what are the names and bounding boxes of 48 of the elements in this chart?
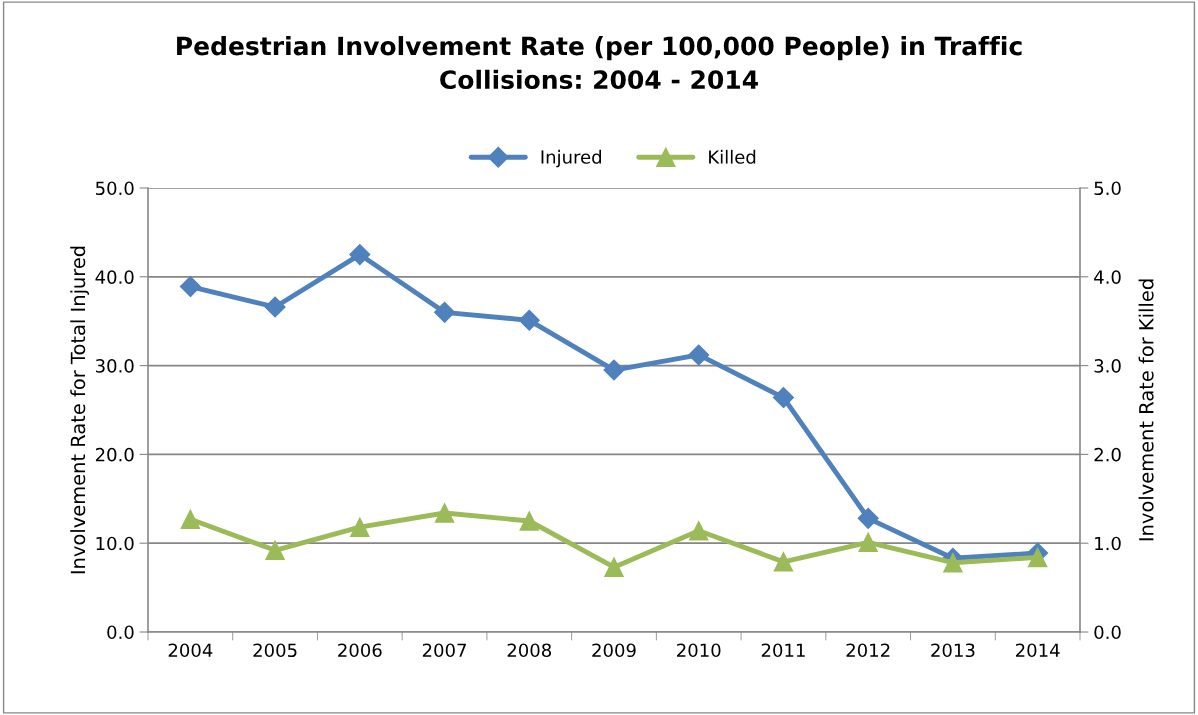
x-tick-label: 2006: [338, 643, 382, 658]
point: [265, 540, 285, 561]
point: [349, 244, 371, 266]
point: [179, 276, 201, 298]
y-tick-label: 10.0: [96, 536, 134, 551]
y-axis-title: Involvement Rate for Total Injured: [70, 246, 90, 574]
point: [603, 359, 625, 381]
x-tick-label: 2009: [592, 643, 636, 658]
x-tick-label: 2010: [677, 643, 721, 658]
x-tick-label: 2012: [846, 643, 890, 658]
y-tick-label: 40.0: [95, 270, 134, 284]
x-tick-label: 2008: [507, 643, 552, 658]
legend-label: Killed: [709, 149, 756, 164]
y2-tick-label: 3.0: [1094, 359, 1121, 373]
point: [264, 296, 286, 318]
y2-tick-label: 5.0: [1094, 181, 1121, 196]
point: [688, 344, 710, 366]
point: [689, 521, 709, 541]
x-tick-label: 2011: [761, 643, 805, 658]
x-tick-label: 2007: [422, 643, 466, 658]
y-tick-label: 20.0: [95, 447, 134, 462]
point: [350, 517, 370, 537]
y2-tick-label: 2.0: [1094, 447, 1121, 462]
x-tick-label: 2005: [253, 643, 297, 658]
chart-title: Pedestrian Involvement Rate (per 100,000 People) in Traffic Collisions: 2004 - 2014: [177, 36, 1022, 90]
point: [858, 532, 878, 553]
point: [772, 387, 794, 409]
point: [518, 309, 540, 331]
point: [519, 511, 539, 531]
point: [1027, 547, 1048, 568]
x-tick-label: 2004: [168, 643, 213, 658]
legend-label: Injured: [541, 149, 601, 168]
y-tick-label: 30.0: [95, 359, 134, 373]
point: [943, 553, 963, 573]
y2-tick-label: 0.0: [1094, 625, 1121, 640]
point: [857, 507, 879, 529]
x-tick-label: 2013: [931, 643, 975, 658]
point: [434, 503, 455, 523]
point: [773, 552, 794, 572]
y-tick-label: 50.0: [96, 181, 134, 196]
point: [604, 557, 624, 577]
x-tick-label: 2014: [1015, 643, 1060, 658]
point: [180, 509, 201, 529]
point: [434, 301, 456, 323]
y2-axis-title: Involvement Rate for Killed: [1138, 279, 1154, 541]
y2-tick-label: 4.0: [1094, 270, 1121, 284]
y-tick-label: 0.0: [107, 625, 134, 640]
y2-tick-label: 1.0: [1095, 536, 1121, 551]
